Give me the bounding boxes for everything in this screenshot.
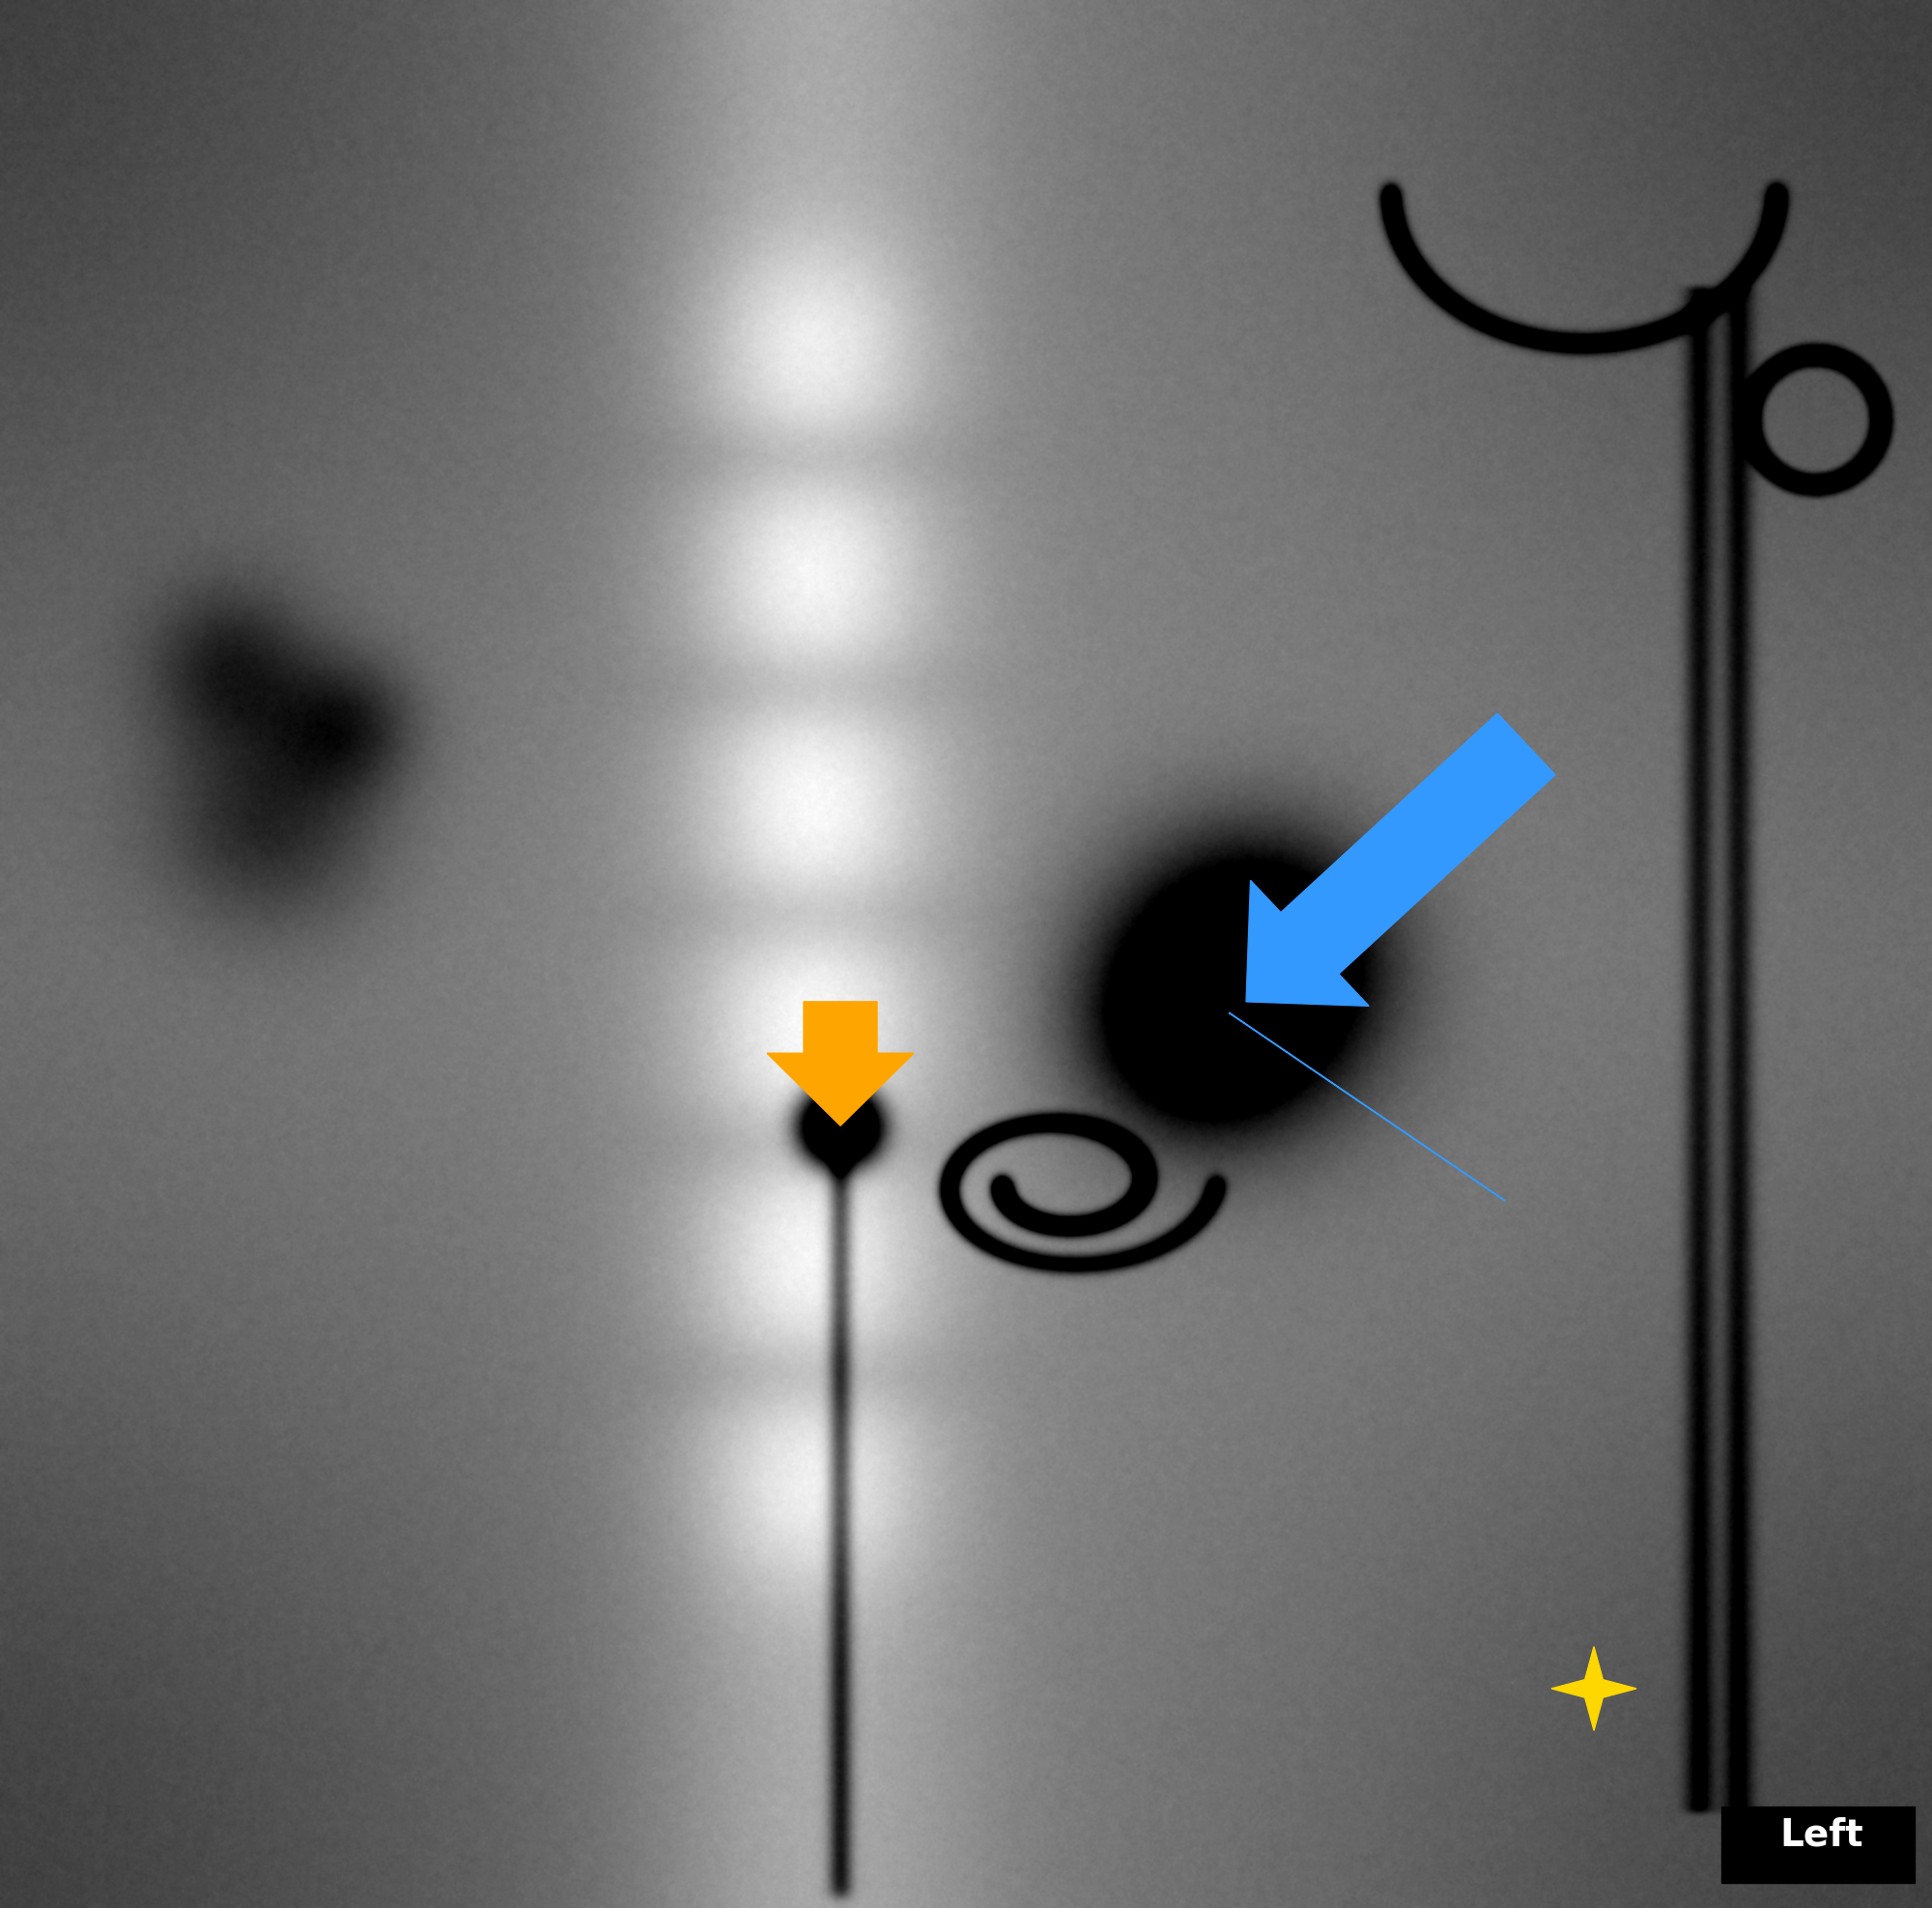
FancyBboxPatch shape <box>1721 1807 1915 1883</box>
Polygon shape <box>1551 1647 1636 1731</box>
Polygon shape <box>1246 714 1555 1006</box>
Polygon shape <box>767 1002 914 1126</box>
Text: Left: Left <box>1779 1816 1864 1855</box>
